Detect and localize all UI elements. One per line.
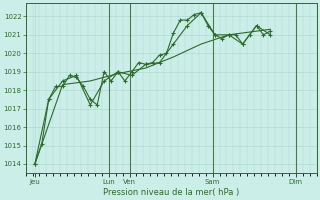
X-axis label: Pression niveau de la mer( hPa ): Pression niveau de la mer( hPa ) <box>103 188 239 197</box>
